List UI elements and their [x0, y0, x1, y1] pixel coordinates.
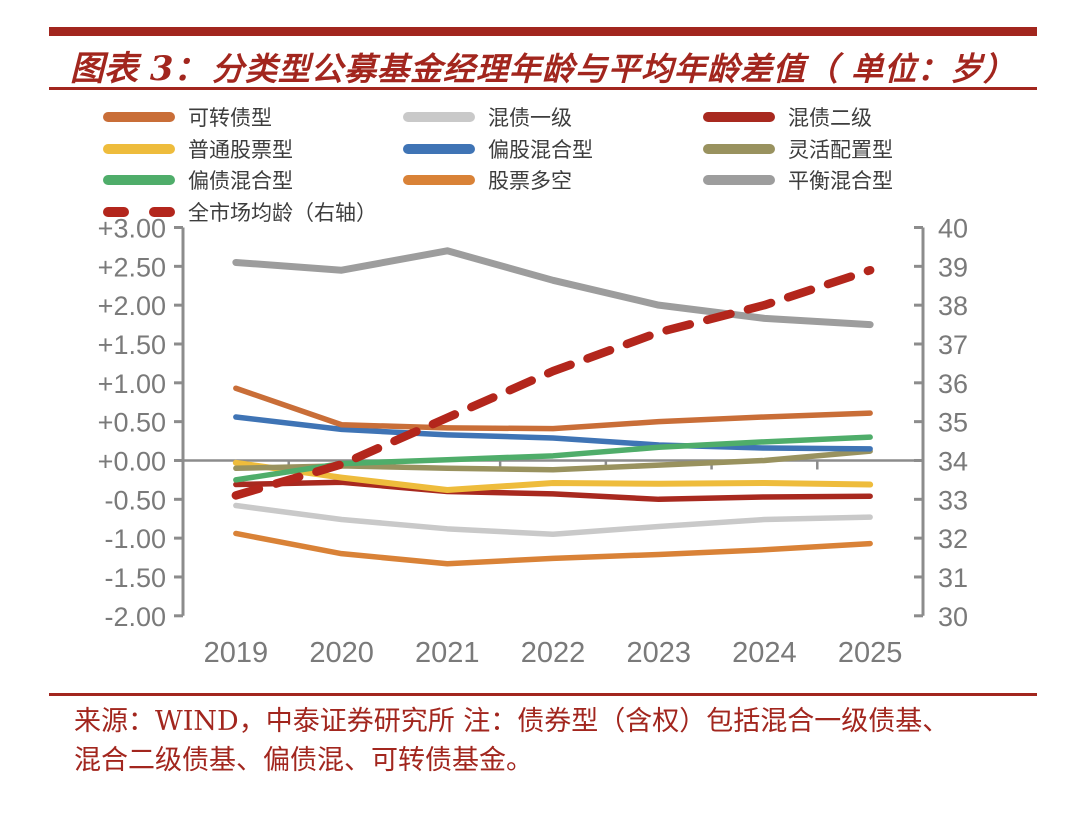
- legend-swatch: [103, 206, 175, 217]
- legend-swatch: [703, 143, 775, 154]
- right-axis-tick-label: 31: [938, 563, 968, 593]
- legend-item-7: 股票多空: [403, 169, 572, 193]
- legend-swatch: [403, 143, 475, 154]
- legend-item-3: 普通股票型: [103, 138, 293, 162]
- x-axis-year-label: 2025: [838, 637, 903, 669]
- right-axis-tick-label: 33: [938, 485, 968, 515]
- left-axis-tick-label: +3.00: [98, 214, 166, 244]
- legend-swatch: [103, 143, 175, 154]
- legend-swatch: [703, 112, 775, 122]
- left-axis-tick-label: -1.00: [104, 524, 166, 554]
- series-line-4: [232, 459, 874, 493]
- legend-swatch: [403, 175, 475, 185]
- page-title: 图表 3： 分类型公募基金经理年龄与平均年龄差值（ 单位：岁）: [70, 41, 1050, 90]
- series-line-3: [233, 479, 873, 503]
- x-axis-year-label: 2022: [521, 637, 586, 669]
- legend-item-2: 混债二级: [703, 106, 872, 130]
- legend-label: 偏股混合型: [488, 137, 593, 162]
- legend-label: 混债一级: [488, 106, 572, 130]
- right-axis-tick-label: 37: [938, 330, 968, 360]
- x-axis-year-label: 2024: [732, 637, 797, 669]
- right-axis-tick-label: 39: [938, 252, 968, 282]
- x-axis-year-label: 2023: [626, 637, 691, 669]
- x-axis-year-label: 2020: [309, 637, 374, 669]
- legend-label: 全市场均龄（右轴）: [188, 200, 377, 225]
- series-line-1: [233, 502, 873, 538]
- x-axis-year-label: 2019: [204, 637, 269, 669]
- x-axis-year-label: 2021: [415, 637, 480, 669]
- legend-label: 平衡混合型: [788, 169, 893, 193]
- legend-swatch: [103, 175, 175, 185]
- series-line-2: [233, 530, 873, 567]
- legend-label: 普通股票型: [188, 137, 293, 162]
- figure-number-label: 图表 3：: [70, 49, 208, 89]
- series-line-0: [232, 247, 874, 329]
- legend-label: 可转债型: [188, 106, 272, 130]
- title-divider-line: [49, 87, 1037, 90]
- source-note: 来源：WIND，中泰证券研究所 注：债券型（含权）包括混合一级债基、 混合二级债…: [74, 702, 1034, 780]
- right-axis-tick-label: 40: [938, 214, 968, 244]
- series-line-6: [233, 414, 873, 452]
- left-axis-tick-label: +0.50: [98, 408, 166, 438]
- legend-label: 偏债混合型: [188, 169, 293, 193]
- left-axis-tick-label: -1.50: [104, 563, 166, 593]
- legend-item-4: 偏股混合型: [403, 138, 593, 162]
- legend-item-1: 混债一级: [403, 106, 572, 130]
- right-axis-tick-label: 30: [938, 602, 968, 632]
- legend-label: 混债二级: [788, 106, 872, 130]
- left-axis-tick-label: -2.00: [104, 602, 166, 632]
- source-note-line2: 混合二级债基、偏债混、可转债基金。: [74, 745, 533, 776]
- left-axis-tick-label: +1.00: [98, 369, 166, 399]
- legend-item-9: 全市场均龄（右轴）: [103, 201, 377, 225]
- top-accent-bar: [49, 27, 1037, 36]
- legend-swatch: [703, 175, 775, 185]
- series-line-9: [231, 265, 875, 500]
- legend-item-5: 灵活配置型: [703, 138, 893, 162]
- right-axis-tick-label: 34: [938, 446, 968, 476]
- left-axis-tick-label: +2.50: [98, 252, 166, 282]
- left-axis-tick-label: +0.00: [98, 446, 166, 476]
- legend-swatch: [103, 112, 175, 122]
- right-axis-tick-label: 38: [938, 291, 968, 321]
- left-axis-tick-label: +1.50: [98, 330, 166, 360]
- legend-swatch: [403, 112, 475, 122]
- footer-divider-line: [49, 693, 1037, 696]
- legend-item-8: 平衡混合型: [703, 169, 893, 193]
- source-note-line1: 来源：WIND，中泰证券研究所 注：债券型（含权）包括混合一级债基、: [74, 706, 950, 737]
- series-line-8: [233, 385, 873, 432]
- right-axis-tick-label: 32: [938, 524, 968, 554]
- legend-label: 灵活配置型: [788, 137, 893, 162]
- legend-item-0: 可转债型: [103, 106, 272, 130]
- right-axis-tick-label: 36: [938, 369, 968, 399]
- left-axis-tick-label: +2.00: [98, 291, 166, 321]
- figure-title-text: 分类型公募基金经理年龄与平均年龄差值（ 单位：岁）: [211, 50, 1017, 88]
- right-axis-tick-label: 35: [938, 408, 968, 438]
- left-axis-tick-label: -0.50: [104, 485, 166, 515]
- legend-item-6: 偏债混合型: [103, 169, 293, 193]
- legend-label: 股票多空: [488, 169, 572, 193]
